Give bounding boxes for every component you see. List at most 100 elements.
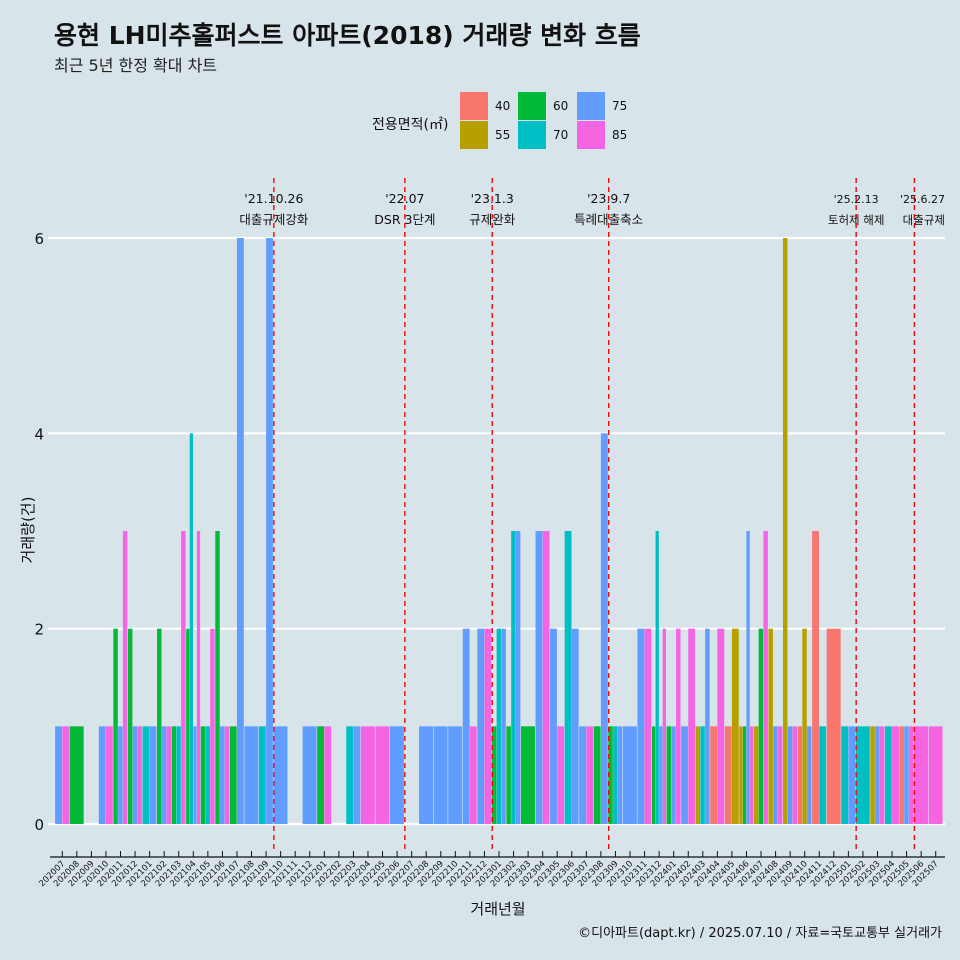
legend-label-70: 70 [553,128,569,142]
event-label-2: 규제완화 [469,212,516,227]
bar-202507-85 [928,726,943,824]
bar-202502-70 [855,726,870,824]
event-label-0: 대출규제강화 [239,212,309,227]
bar-202101-75 [149,726,157,824]
legend-label-85: 85 [612,128,628,142]
bar-202409-85 [792,726,797,824]
legend-title: 전용면적(㎡) [372,117,449,133]
event-label-4: 토허제 해제 [828,213,885,227]
bar-202105-85 [210,628,215,824]
bar-202309-70 [613,726,618,824]
bar-202403-55 [695,726,701,824]
legend-key-70 [518,121,546,149]
bar-202311-85 [644,628,652,824]
bar-202106-60 [215,531,220,824]
bar-202301-75 [501,628,506,824]
bar-202411-40 [812,531,819,824]
legend-label-55: 55 [495,128,511,142]
legend-label-40: 40 [495,99,511,113]
bar-202011-75 [118,726,123,824]
bar-202412-40 [826,628,841,824]
bar-202404-85 [717,628,725,824]
bar-202109-70 [258,726,266,824]
bar-202102-85 [166,726,172,824]
legend-item-55: 55 [460,121,510,149]
event-date-3: '23.9.7 [587,191,630,206]
bars [55,238,943,824]
bar-202201-85 [324,726,332,824]
bar-202103-60 [171,726,177,824]
bar-202402-75 [681,726,688,824]
bar-202305-75 [550,628,557,824]
bar-202504-85 [892,726,899,824]
y-axis-label: 거래량(건) [19,497,37,564]
bar-202308-60 [593,726,601,824]
bar-202102-75 [161,726,167,824]
bar-202105-60 [200,726,206,824]
bar-202101-70 [142,726,150,824]
bar-202403-75 [705,628,710,824]
event-date-0: '21.10.26 [244,191,303,206]
bar-202303-60 [520,726,535,824]
bar-202312-85 [662,628,666,824]
bar-202203-75 [353,726,361,824]
bar-202503-75 [875,726,880,824]
legend-item-75: 75 [577,92,627,120]
legend-label-75: 75 [612,99,628,113]
legend-item-70: 70 [518,121,568,149]
bar-202311-75 [637,628,645,824]
bar-202408-75 [773,726,778,824]
bar-202405-55 [731,628,739,824]
bar-202405-40 [724,726,732,824]
bar-202406-60 [742,726,747,824]
bar-202406-75 [746,531,750,824]
bar-202012-60 [127,628,133,824]
bar-202011-60 [113,628,118,824]
bar-202406-55 [739,726,743,824]
bar-202409-75 [787,726,793,824]
bar-202404-40 [710,726,718,824]
legend-key-75 [577,92,605,120]
bar-202210-75 [448,726,463,824]
bar-202501-75 [848,726,856,824]
bar-202007-75 [55,726,62,824]
bar-202408-85 [777,726,783,824]
bar-202411-70 [819,726,827,824]
chart-title: 용현 LH미추홀퍼스트 아파트(2018) 거래량 변화 흐름 [54,21,641,50]
legend-key-85 [577,121,605,149]
event-date-5: '25.6.27 [900,193,945,206]
legend-key-55 [460,121,488,149]
bar-202109-75 [266,238,273,824]
bar-202306-70 [564,531,572,824]
x-axis-label: 거래년월 [470,900,525,918]
y-tick-label: 6 [34,230,44,248]
bar-202410-40 [797,726,803,824]
bar-202010-85 [105,726,113,824]
legend-item-40: 40 [460,92,510,120]
bar-202008-60 [69,726,84,824]
bar-202409-55 [783,238,788,824]
bar-202402-85 [688,628,696,824]
legend-item-85: 85 [577,121,627,149]
bar-202407-85 [763,531,768,824]
bar-202309-60 [608,726,613,824]
bar-202501-70 [841,726,849,824]
bar-202212-85 [484,628,492,824]
bar-202205-85 [375,726,390,824]
event-date-4: '25.2.13 [834,193,879,206]
bar-202304-85 [542,531,550,824]
bar-202106-85 [224,726,230,824]
chart-subtitle: 최근 5년 한정 확대 차트 [54,56,218,75]
bar-202301-60 [491,726,497,824]
caption: ©디아파트(dapt.kr) / 2025.07.10 / 자료=국토교통부 실… [578,926,942,941]
bar-202504-70 [884,726,892,824]
bar-202011-85 [122,531,128,824]
bar-202503-85 [879,726,885,824]
bar-202305-85 [557,726,565,824]
y-tick-label: 4 [34,425,44,443]
event-label-5: 대출규제 [903,213,945,227]
bar-202403-70 [700,726,705,824]
bar-202505-40 [899,726,904,824]
bar-202211-75 [462,628,470,824]
